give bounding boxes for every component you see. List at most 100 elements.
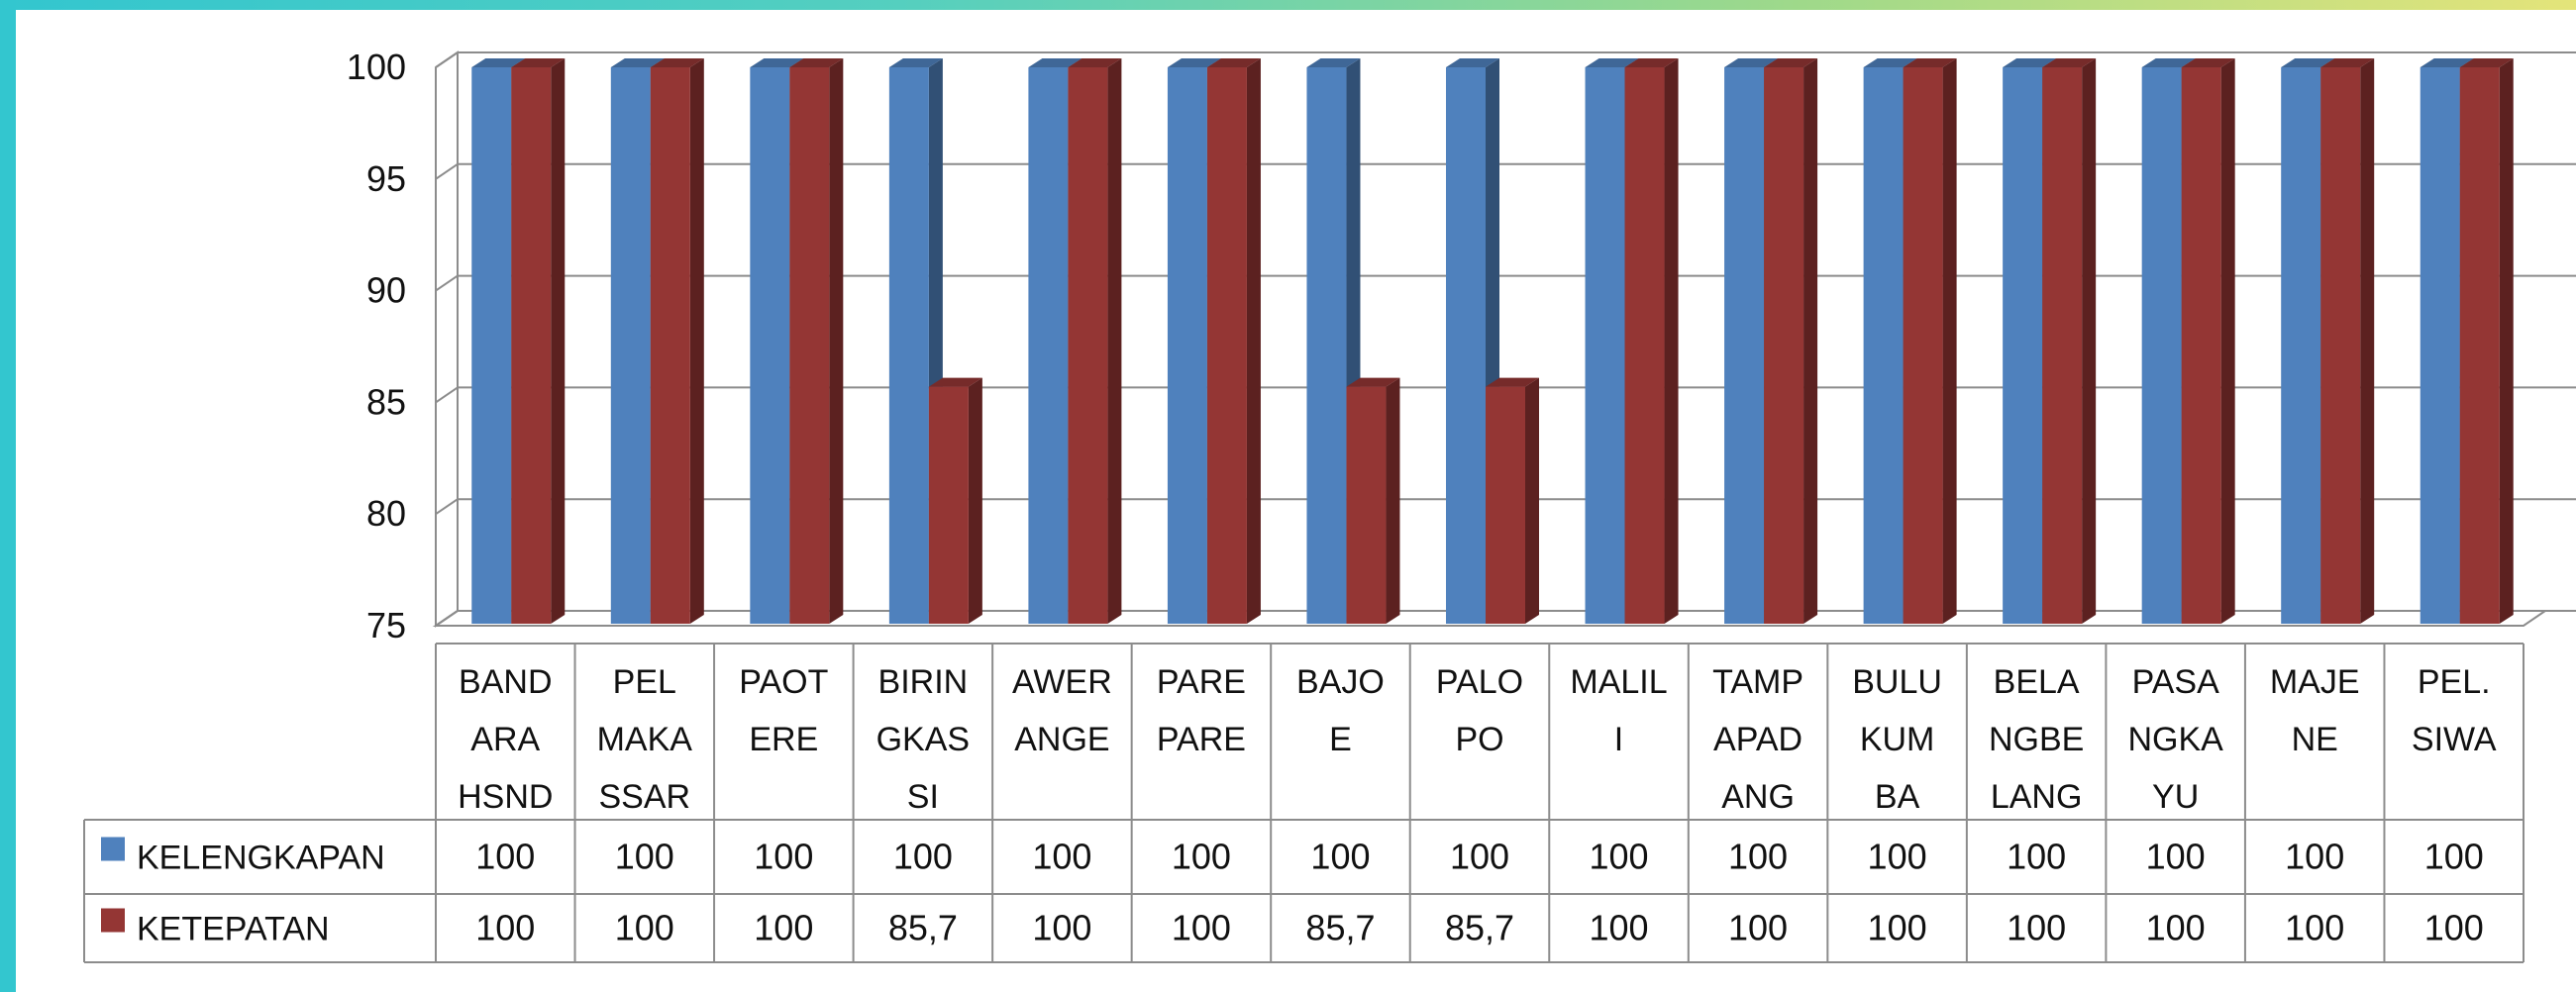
bar-top xyxy=(1724,58,1779,67)
y-tick-label: 100 xyxy=(347,47,406,87)
data-label: 100 xyxy=(1032,908,1091,948)
bar xyxy=(2420,67,2460,624)
bar xyxy=(610,67,651,624)
x-tick-label: PEL xyxy=(613,663,676,701)
x-tick-label: ARA xyxy=(470,721,540,758)
x-tick-label: MAJE xyxy=(2270,663,2360,701)
data-label: 100 xyxy=(2146,908,2206,948)
legend-swatch xyxy=(101,908,125,933)
data-label: 100 xyxy=(475,837,535,877)
bar xyxy=(888,67,929,624)
side-wall xyxy=(435,50,459,628)
bar xyxy=(2281,67,2321,624)
bar xyxy=(1486,386,1525,624)
data-label: 85,7 xyxy=(888,908,958,948)
data-label: 100 xyxy=(1450,837,1509,877)
x-tick-label: E xyxy=(1329,721,1352,758)
bar xyxy=(1764,67,1804,624)
data-table: BAND ARA HSND PEL MAKA SSAR PAOT ERE BIRIN GKAS SI… xyxy=(83,643,2524,963)
x-tick-label: PARE xyxy=(1157,663,1246,701)
bar xyxy=(750,67,790,624)
legend-label: KELENGKAPAN xyxy=(137,840,385,877)
data-label: 100 xyxy=(1310,837,1370,877)
bar xyxy=(1446,67,1486,624)
data-label: 100 xyxy=(2007,837,2066,877)
x-tick-label: AWER xyxy=(1012,663,1112,701)
x-tick-label: HSND xyxy=(458,778,553,816)
bar-top xyxy=(2281,58,2335,67)
bar-side xyxy=(551,58,566,624)
x-tick-label: APAD xyxy=(1713,721,1803,758)
data-label: 100 xyxy=(893,837,953,877)
y-tick-label: 75 xyxy=(366,605,406,645)
bar xyxy=(1863,67,1904,624)
bar-top xyxy=(1486,377,1539,387)
x-tick-label: ANGE xyxy=(1014,721,1109,758)
data-label: 100 xyxy=(615,837,674,877)
x-tick-label: MALIL xyxy=(1570,663,1667,701)
data-label: 100 xyxy=(2285,837,2344,877)
x-tick-label: PALO xyxy=(1436,663,1523,701)
bar xyxy=(2459,67,2500,624)
gridline-diagonal xyxy=(435,162,459,180)
bar xyxy=(2181,67,2221,624)
bar-side xyxy=(2220,58,2235,624)
y-tick-label: 85 xyxy=(366,381,406,422)
x-tick-label: I xyxy=(1614,721,1623,758)
data-label: 85,7 xyxy=(1445,908,1514,948)
x-tick-label: KUM xyxy=(1860,721,1935,758)
bar-top xyxy=(888,58,943,67)
x-tick-label: YU xyxy=(2152,778,2199,816)
bar xyxy=(1068,67,1108,624)
bar xyxy=(1903,67,1943,624)
bar-top xyxy=(2181,58,2235,67)
x-tick-label: MAKA xyxy=(597,721,693,758)
x-tick-label: BIRIN xyxy=(878,663,969,701)
data-label: 100 xyxy=(754,837,813,877)
data-label: 100 xyxy=(754,908,813,948)
x-tick-label: PO xyxy=(1455,721,1503,758)
bar-side xyxy=(829,58,844,624)
data-label: 100 xyxy=(2007,908,2066,948)
gridline-diagonal xyxy=(435,386,459,404)
bar-top xyxy=(1028,58,1082,67)
data-label: 100 xyxy=(2285,908,2344,948)
data-label: 100 xyxy=(1032,837,1091,877)
bar-top xyxy=(1068,58,1122,67)
bar-side xyxy=(1664,58,1679,624)
data-label: 85,7 xyxy=(1305,908,1375,948)
bar-top xyxy=(471,58,526,67)
bar-top xyxy=(1624,58,1679,67)
x-tick-label: NGBE xyxy=(1989,721,2084,758)
x-tick-label: NE xyxy=(2292,721,2338,758)
bar-top xyxy=(650,58,704,67)
x-tick-label: SSAR xyxy=(599,778,691,816)
x-tick-label: PEL. xyxy=(2418,663,2491,701)
data-label: 100 xyxy=(1589,837,1648,877)
bar-top xyxy=(789,58,844,67)
bar xyxy=(1306,67,1347,624)
bar-side xyxy=(1942,58,1957,624)
data-label: 100 xyxy=(2424,908,2484,948)
data-label: 100 xyxy=(1868,837,1927,877)
bar xyxy=(928,386,969,624)
bar xyxy=(2042,67,2083,624)
x-tick-label: ERE xyxy=(749,721,818,758)
bar xyxy=(1624,67,1665,624)
x-tick-label: PARE xyxy=(1157,721,1246,758)
x-tick-label: BELA xyxy=(1994,663,2080,701)
x-tick-label: BA xyxy=(1875,778,1920,816)
bar-side xyxy=(2082,58,2097,624)
data-label: 100 xyxy=(1172,837,1231,877)
bar-side xyxy=(2360,58,2375,624)
bar xyxy=(471,67,512,624)
x-tick-label: ANG xyxy=(1721,778,1795,816)
x-tick-label: NGKA xyxy=(2127,721,2223,758)
bar xyxy=(1206,67,1247,624)
x-tick-label: SI xyxy=(907,778,939,816)
data-label: 100 xyxy=(1868,908,1927,948)
data-label: 100 xyxy=(1728,837,1788,877)
bar-top xyxy=(2420,58,2474,67)
bar-top xyxy=(1764,58,1818,67)
slide-frame-top xyxy=(0,0,2576,10)
